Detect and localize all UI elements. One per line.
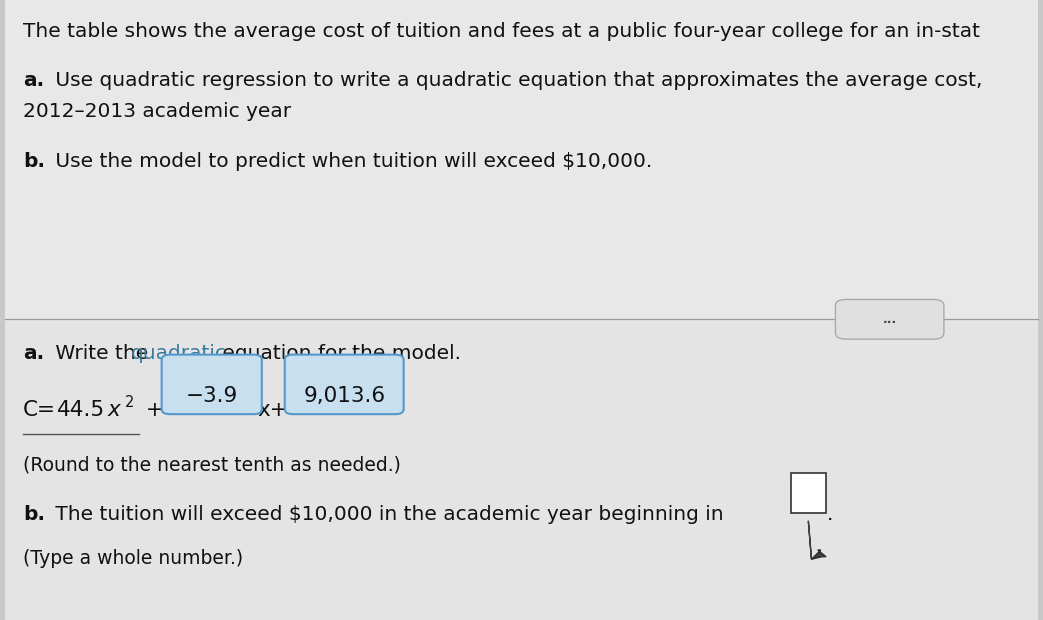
- Text: C=: C=: [23, 400, 56, 420]
- Text: b.: b.: [23, 505, 45, 525]
- Text: .: .: [827, 505, 833, 525]
- Text: a.: a.: [23, 344, 44, 363]
- Text: 2012–2013 academic year: 2012–2013 academic year: [23, 102, 291, 122]
- Text: Use the model to predict when tuition will exceed $10,000.: Use the model to predict when tuition wi…: [49, 152, 652, 171]
- Text: Write the: Write the: [49, 344, 154, 363]
- Text: ): ): [397, 400, 406, 419]
- FancyBboxPatch shape: [835, 299, 944, 339]
- Text: x+: x+: [258, 400, 288, 420]
- Text: The tuition will exceed $10,000 in the academic year beginning in: The tuition will exceed $10,000 in the a…: [49, 505, 724, 525]
- Text: 44.5: 44.5: [57, 400, 105, 420]
- Text: 2: 2: [125, 395, 135, 410]
- Text: ...: ...: [882, 313, 897, 326]
- Polygon shape: [808, 521, 826, 559]
- FancyBboxPatch shape: [285, 355, 404, 414]
- Text: +: +: [139, 400, 164, 420]
- Text: Use quadratic regression to write a quadratic equation that approximates the ave: Use quadratic regression to write a quad…: [49, 71, 983, 91]
- Text: 9,013.6: 9,013.6: [304, 386, 385, 406]
- Text: equation for the model.: equation for the model.: [216, 344, 461, 363]
- FancyBboxPatch shape: [791, 473, 826, 513]
- Text: b.: b.: [23, 152, 45, 171]
- Text: a.: a.: [23, 71, 44, 91]
- Text: quadratic: quadratic: [130, 344, 226, 363]
- FancyBboxPatch shape: [5, 0, 1038, 319]
- Text: −3.9: −3.9: [186, 386, 238, 406]
- Text: x: x: [107, 400, 120, 420]
- Text: The table shows the average cost of tuition and fees at a public four-year colle: The table shows the average cost of tuit…: [23, 22, 980, 41]
- Text: (Type a whole number.): (Type a whole number.): [23, 549, 243, 568]
- FancyBboxPatch shape: [162, 355, 262, 414]
- FancyBboxPatch shape: [5, 319, 1038, 620]
- Text: (Round to the nearest tenth as needed.): (Round to the nearest tenth as needed.): [23, 456, 401, 475]
